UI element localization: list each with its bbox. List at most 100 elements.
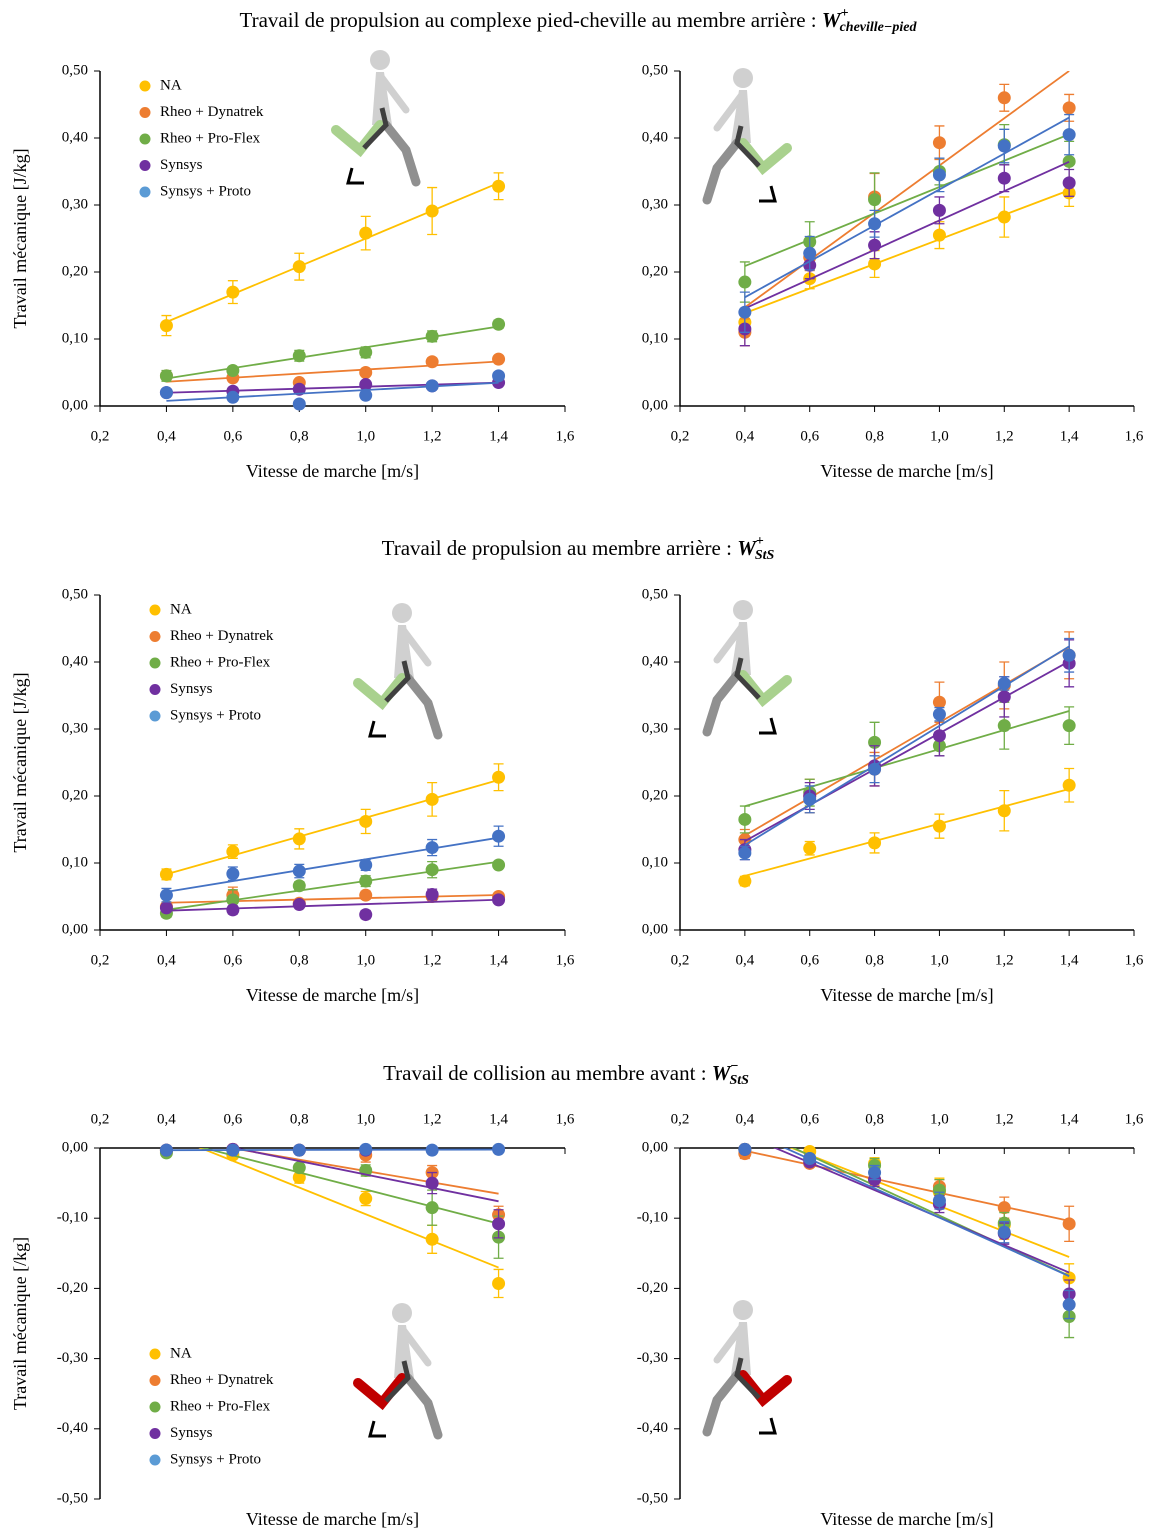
trendline (744, 116, 1070, 299)
walker-leg-rear (738, 1370, 792, 1408)
data-point (997, 719, 1011, 733)
y-tick-label: 0,00 (62, 397, 88, 413)
data-point (292, 864, 306, 878)
legend-marker (149, 1428, 161, 1439)
data-point (932, 168, 946, 182)
legend-label: Synsys + Proto (160, 183, 251, 199)
data-point (997, 1225, 1011, 1239)
y-tick-label: -0,40 (57, 1420, 88, 1436)
data-point (1062, 719, 1076, 733)
legend-marker (149, 631, 161, 642)
data-point (492, 858, 506, 872)
x-tick-label: 1,0 (930, 428, 949, 444)
data-point (159, 386, 173, 400)
legend-label: Rheo + Pro-Flex (170, 654, 271, 670)
walker-arm (713, 92, 745, 132)
x-tick-label: 0,4 (735, 952, 754, 968)
data-point (292, 898, 306, 912)
x-tick-label: 0,8 (290, 1111, 309, 1127)
x-tick-label: 0,6 (800, 428, 819, 444)
y-tick-label: 0,00 (62, 921, 88, 937)
data-point (868, 836, 882, 850)
x-tick-label: 1,6 (556, 952, 575, 968)
y-tick-label: 0,40 (62, 653, 88, 669)
legend-marker (149, 1348, 161, 1360)
data-point (492, 369, 506, 383)
walker-leg-front (702, 670, 742, 737)
data-point (292, 1170, 306, 1184)
x-tick-label: 0,4 (735, 1111, 754, 1127)
legend-marker (149, 684, 161, 695)
walker-illustration (331, 50, 421, 187)
data-point (359, 1192, 373, 1206)
chart-panel: -0,50 -0,40 -0,30 -0,20 -0,10 0,000,2 0,4 0,6 0,… (10, 1111, 575, 1529)
trendline (166, 182, 499, 323)
x-axis-title: Vitesse de marche [m/s] (246, 1509, 419, 1529)
y-tick-label: 0,40 (642, 129, 668, 145)
x-tick-label: 0,2 (91, 428, 110, 444)
walker-leg-rear (353, 673, 407, 711)
walker-body (372, 72, 392, 125)
data-point (997, 91, 1011, 105)
chart-panel: 0,00 0,10 0,20 0,30 0,40 0,50 0,2 0,4 0,6 0,8 1,0 1… (642, 586, 1144, 1005)
trendline (744, 189, 1070, 314)
data-point (932, 819, 946, 833)
data-point (359, 908, 373, 922)
walker-hip (362, 107, 389, 150)
walker-body (731, 622, 751, 675)
legend-label: NA (170, 1345, 192, 1361)
legend-label: Synsys + Proto (170, 1451, 261, 1467)
x-tick-label: 0,6 (800, 952, 819, 968)
data-point (359, 378, 373, 392)
trendline (744, 161, 1070, 310)
x-tick-label: 0,4 (157, 1111, 176, 1127)
legend-marker (139, 80, 151, 92)
data-point (1062, 778, 1076, 792)
y-tick-label: -0,40 (637, 1420, 668, 1436)
x-tick-label: 1,0 (356, 428, 375, 444)
data-point (997, 804, 1011, 818)
trendline (166, 1148, 499, 1152)
x-tick-label: 1,6 (556, 1111, 575, 1127)
data-point (1062, 101, 1076, 115)
trendline (166, 325, 499, 380)
walker-leg-front (403, 1373, 443, 1440)
walker-foot (759, 185, 777, 203)
chart-panel: 0,00 0,10 0,20 0,30 0,40 0,50 0,2 0,4 0,6 0,8 1,0 1… (10, 50, 575, 481)
data-point (492, 317, 506, 331)
x-axis-title: Vitesse de marche [m/s] (246, 461, 419, 481)
trendline (744, 71, 1070, 309)
y-tick-label: 0,20 (62, 787, 88, 803)
data-point (226, 893, 240, 907)
legend-marker (149, 604, 161, 616)
x-tick-label: 0,6 (800, 1111, 819, 1127)
walker-head (392, 1303, 412, 1323)
walker-body (394, 1325, 414, 1378)
data-point (932, 707, 946, 721)
trendline (744, 645, 1070, 846)
y-tick-label: 0,20 (62, 263, 88, 279)
data-point (359, 345, 373, 359)
y-tick-label: 0,40 (62, 129, 88, 145)
data-point (425, 329, 439, 343)
data-point (425, 1143, 439, 1157)
data-point (425, 1176, 439, 1190)
data-point (738, 874, 752, 888)
data-point (425, 1201, 439, 1215)
data-point (292, 832, 306, 846)
data-point (226, 867, 240, 881)
x-tick-label: 1,2 (423, 428, 442, 444)
legend-label: Synsys (170, 1425, 213, 1441)
walker-leg-rear (738, 138, 792, 176)
x-tick-label: 0,6 (223, 952, 242, 968)
y-tick-label: 0,20 (642, 787, 668, 803)
y-tick-label: -0,10 (637, 1210, 668, 1226)
y-tick-label: 0,30 (62, 196, 88, 212)
y-tick-label: 0,50 (62, 586, 88, 602)
x-tick-label: 0,8 (865, 952, 884, 968)
legend-label: Synsys (160, 157, 203, 173)
y-axis-title: Travail mécanique [/kg] (10, 1237, 30, 1410)
x-tick-label: 0,6 (223, 428, 242, 444)
data-point (359, 888, 373, 902)
walker-arm (400, 627, 432, 667)
